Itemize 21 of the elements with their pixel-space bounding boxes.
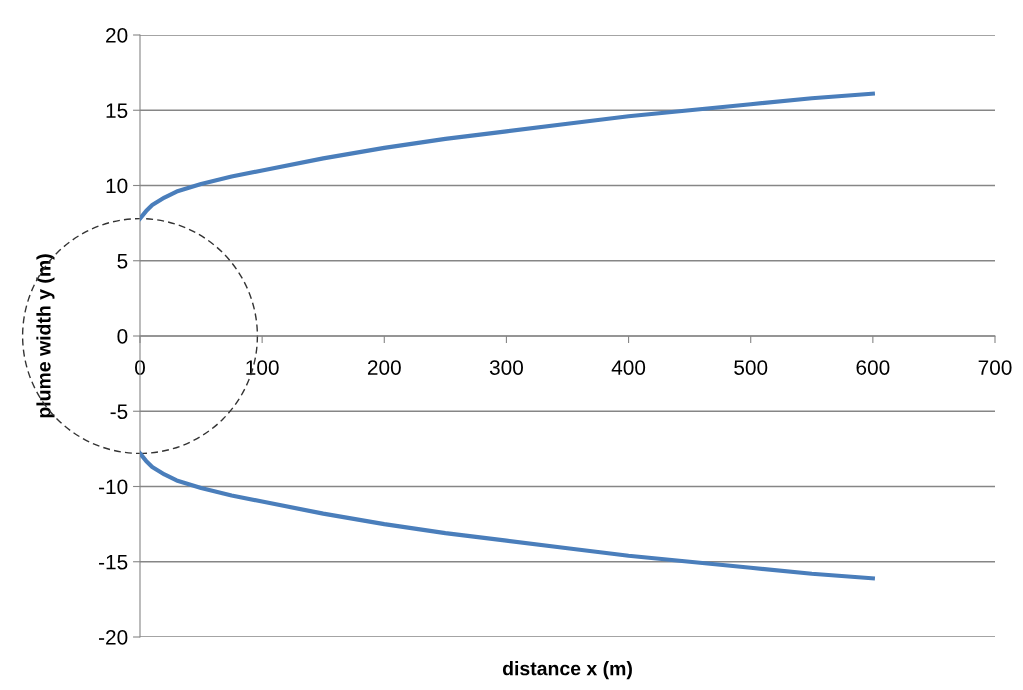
y-axis-title: plume width y (m): [36, 254, 55, 418]
x-tick-label: 600: [856, 360, 890, 375]
x-tick-label: 700: [978, 360, 1012, 375]
y-tick-label: 10: [106, 178, 128, 194]
x-tick-label: 400: [611, 360, 646, 375]
y-tick-label: 5: [117, 253, 128, 269]
line-series: [140, 91, 875, 221]
x-tick-label: 200: [367, 360, 401, 375]
x-tick-label: 500: [734, 360, 768, 375]
x-tick-label: 300: [489, 360, 523, 375]
y-tick-label: -15: [99, 554, 128, 570]
x-tick-label: 0: [135, 360, 145, 375]
y-tick-label: 20: [106, 28, 128, 43]
y-tick-label: -20: [99, 630, 128, 645]
line-series: [140, 451, 875, 581]
x-axis-title: distance x (m): [502, 661, 632, 680]
x-tick-label: 100: [246, 360, 279, 375]
y-tick-label: 0: [117, 329, 128, 344]
y-tick-label: 15: [106, 103, 128, 118]
y-tick-label: -5: [110, 404, 128, 419]
y-tick-label: -10: [99, 479, 128, 495]
